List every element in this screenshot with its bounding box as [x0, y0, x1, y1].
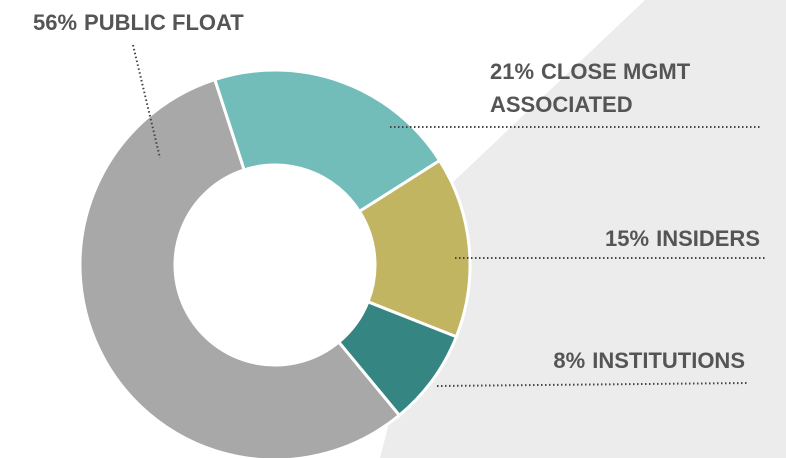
slice-label: 21% CLOSE MGMT ASSOCIATED — [490, 55, 752, 121]
value-label: 56% — [33, 10, 78, 35]
value-label: 21% — [490, 59, 535, 84]
slice-label: 56% PUBLIC FLOAT — [33, 6, 244, 39]
slice-label: 15% INSIDERS — [605, 222, 760, 255]
slice-label: 8% INSTITUTIONS — [553, 344, 745, 377]
value-label: 15% — [605, 226, 650, 251]
value-label: 8% — [553, 348, 586, 373]
donut-slice — [78, 77, 402, 458]
donut — [78, 68, 472, 458]
category-label: CLOSE MGMT ASSOCIATED — [490, 59, 691, 117]
category-label: INSIDERS — [656, 226, 760, 251]
category-label: INSTITUTIONS — [592, 348, 745, 373]
background-panel — [380, 0, 786, 458]
leader-lines — [132, 44, 765, 387]
donut-slice — [212, 68, 442, 214]
leader-line — [132, 44, 161, 159]
category-label: PUBLIC FLOAT — [84, 10, 244, 35]
